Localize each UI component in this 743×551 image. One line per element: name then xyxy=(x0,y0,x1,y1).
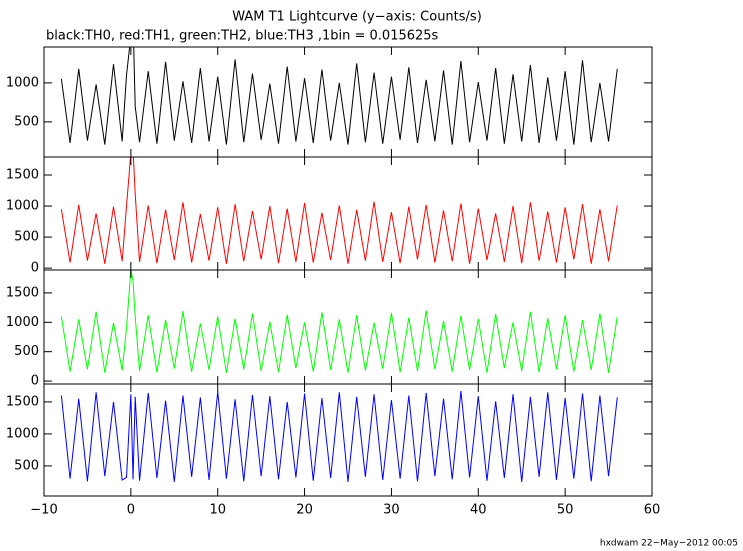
series-line xyxy=(60,157,618,264)
series-line xyxy=(60,270,618,373)
x-tick-label: 60 xyxy=(644,503,661,518)
x-tick-label: 30 xyxy=(383,503,400,518)
panel-frame xyxy=(43,269,653,385)
y-tick-label: 500 xyxy=(14,344,39,359)
x-tick-label: 0 xyxy=(127,503,135,518)
y-tick-label: 500 xyxy=(14,458,39,473)
panel-frame xyxy=(43,156,653,271)
y-tick-label: 1500 xyxy=(6,394,39,409)
footer: hxdwam 22−May−2012 00:05 xyxy=(600,539,738,549)
panel-frame xyxy=(43,383,653,497)
series-line xyxy=(60,47,618,145)
x-tick-label: 50 xyxy=(557,503,574,518)
series-line xyxy=(60,390,618,482)
x-tick-label: 10 xyxy=(209,503,226,518)
y-tick-label: 0 xyxy=(31,261,39,276)
y-tick-label: 500 xyxy=(14,114,39,129)
chart-subtitle: black:TH0, red:TH1, green:TH2, blue:TH3 … xyxy=(46,29,439,44)
chart-title: WAM T1 Lightcurve (y−axis: Counts/s) xyxy=(232,10,482,25)
x-tick-label: 20 xyxy=(296,503,313,518)
y-tick-label: 1500 xyxy=(6,285,39,300)
y-tick-label: 500 xyxy=(14,230,39,245)
y-tick-label: 0 xyxy=(31,374,39,389)
x-tick-label: −10 xyxy=(30,503,57,518)
y-tick-label: 1000 xyxy=(6,199,39,214)
y-tick-label: 1000 xyxy=(6,75,39,90)
y-tick-label: 1000 xyxy=(6,426,39,441)
x-tick-label: 40 xyxy=(470,503,487,518)
y-tick-label: 1500 xyxy=(6,168,39,183)
y-tick-label: 1000 xyxy=(6,315,39,330)
